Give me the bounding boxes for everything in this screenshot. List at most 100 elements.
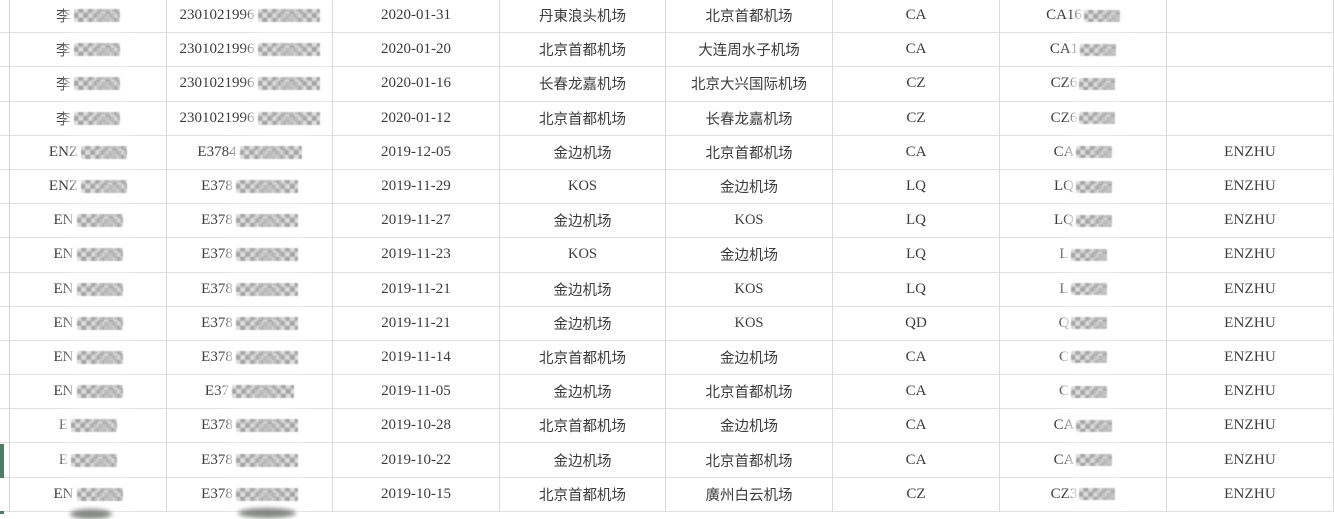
cell-passenger-name[interactable]: E (10, 443, 167, 478)
cell-departure-airport[interactable]: 长春龙嘉机场 (500, 67, 666, 102)
cell-flight-date[interactable]: 2020-01-31 (333, 0, 500, 34)
cell-passenger-name[interactable]: 李 (10, 101, 167, 136)
cell-flight-number[interactable]: LQ (1000, 204, 1167, 239)
cell-arrival-airport[interactable]: 金边机场 (666, 340, 833, 376)
cell-flight-number[interactable]: CA16 (1000, 0, 1167, 34)
cell-passenger-name[interactable]: EN (10, 306, 167, 341)
cell-id-number[interactable]: 2301021996 (167, 33, 333, 68)
cell-departure-airport[interactable]: 北京首都机场 (500, 101, 666, 136)
cell-airline-code[interactable]: QD (833, 306, 1000, 341)
cell-flight-date[interactable]: 2019-11-14 (333, 340, 500, 376)
cell-flight-number[interactable]: CZ6 (1000, 101, 1167, 136)
cell-flight-date[interactable]: 2019-10-22 (333, 443, 500, 478)
cell-remark[interactable]: ENZHU (1167, 375, 1334, 410)
cell-flight-number[interactable]: CZ6 (1000, 67, 1167, 102)
cell-airline-code[interactable]: CZ (833, 477, 1000, 512)
cell-remark[interactable] (1167, 0, 1334, 34)
cell-passenger-name[interactable]: 李 (10, 67, 167, 102)
cell-arrival-airport[interactable]: 北京首都机场 (666, 0, 833, 34)
cell-airline-code[interactable]: CZ (833, 67, 1000, 102)
cell-remark[interactable]: ENZHU (1167, 306, 1334, 341)
cell-airline-code[interactable]: CZ (833, 101, 1000, 136)
cell-remark[interactable]: ENZHU (1167, 477, 1334, 512)
cell-airline-code[interactable]: LQ (833, 204, 1000, 239)
cell-departure-airport[interactable]: 金边机场 (500, 204, 666, 239)
cell-passenger-name[interactable]: EN (10, 375, 167, 410)
cell-id-number[interactable]: 2301021996 (167, 67, 333, 102)
cell-departure-airport[interactable]: KOS (500, 169, 666, 205)
cell-remark[interactable] (1167, 67, 1334, 102)
cell-flight-number[interactable]: Q (1000, 306, 1167, 341)
cell-passenger-name[interactable]: EN (10, 204, 167, 239)
cell-arrival-airport[interactable]: 北京首都机场 (666, 375, 833, 410)
cell-remark[interactable] (1167, 33, 1334, 68)
cell-departure-airport[interactable]: 北京首都机场 (500, 477, 666, 512)
cell-flight-date[interactable]: 2019-11-29 (333, 169, 500, 205)
cell-flight-date[interactable]: 2020-01-16 (333, 67, 500, 102)
cell-departure-airport[interactable]: 金边机场 (500, 272, 666, 307)
cell-passenger-name[interactable]: EN (10, 340, 167, 376)
cell-flight-date[interactable]: 2019-11-27 (333, 204, 500, 239)
cell-flight-date[interactable]: 2019-11-23 (333, 238, 500, 273)
cell-flight-number[interactable]: CZ3 (1000, 477, 1167, 512)
cell-arrival-airport[interactable]: 廣州白云机场 (666, 477, 833, 512)
cell-flight-date[interactable]: 2019-10-28 (333, 409, 500, 444)
cell-id-number[interactable]: E378 (167, 340, 333, 376)
cell-departure-airport[interactable]: 北京首都机场 (500, 409, 666, 444)
cell-arrival-airport[interactable]: KOS (666, 272, 833, 307)
cell-remark[interactable] (1167, 101, 1334, 136)
cell-arrival-airport[interactable]: 金边机场 (666, 409, 833, 444)
cell-departure-airport[interactable]: 金边机场 (500, 443, 666, 478)
cell-flight-number[interactable]: C (1000, 375, 1167, 410)
cell-id-number[interactable]: E378 (167, 169, 333, 205)
cell-departure-airport[interactable]: 金边机场 (500, 375, 666, 410)
cell-passenger-name[interactable]: E (10, 409, 167, 444)
cell-flight-date[interactable]: 2020-01-20 (333, 33, 500, 68)
cell-passenger-name[interactable]: 李 (10, 33, 167, 68)
cell-arrival-airport[interactable]: KOS (666, 204, 833, 239)
cell-remark[interactable]: ENZHU (1167, 169, 1334, 205)
cell-departure-airport[interactable]: 金边机场 (500, 306, 666, 341)
cell-id-number[interactable]: E378 (167, 409, 333, 444)
cell-departure-airport[interactable]: 金边机场 (500, 135, 666, 170)
cell-airline-code[interactable]: CA (833, 0, 1000, 34)
cell-departure-airport[interactable]: KOS (500, 238, 666, 273)
cell-arrival-airport[interactable]: 大连周水子机场 (666, 33, 833, 68)
cell-remark[interactable]: ENZHU (1167, 340, 1334, 376)
cell-airline-code[interactable]: CA (833, 375, 1000, 410)
cell-flight-number[interactable]: CA (1000, 135, 1167, 170)
cell-airline-code[interactable]: LQ (833, 272, 1000, 307)
cell-airline-code[interactable]: CA (833, 443, 1000, 478)
cell-id-number[interactable]: 2301021996 (167, 0, 333, 34)
cell-passenger-name[interactable]: ENZ (10, 169, 167, 205)
cell-flight-date[interactable]: 2019-11-05 (333, 375, 500, 410)
cell-id-number[interactable]: E378 (167, 477, 333, 512)
cell-airline-code[interactable]: LQ (833, 169, 1000, 205)
cell-remark[interactable]: ENZHU (1167, 238, 1334, 273)
cell-arrival-airport[interactable]: 北京首都机场 (666, 443, 833, 478)
cell-passenger-name[interactable]: ENZ (10, 135, 167, 170)
cell-departure-airport[interactable]: 丹東浪头机场 (500, 0, 666, 34)
cell-arrival-airport[interactable]: 长春龙嘉机场 (666, 101, 833, 136)
cell-id-number[interactable]: E378 (167, 272, 333, 307)
cell-id-number[interactable]: E3784 (167, 135, 333, 170)
cell-flight-date[interactable]: 2019-11-21 (333, 306, 500, 341)
cell-passenger-name[interactable]: EN (10, 272, 167, 307)
cell-remark[interactable]: ENZHU (1167, 135, 1334, 170)
cell-remark[interactable]: ENZHU (1167, 409, 1334, 444)
cell-arrival-airport[interactable]: 北京首都机场 (666, 135, 833, 170)
cell-flight-number[interactable]: CA (1000, 443, 1167, 478)
cell-id-number[interactable]: E378 (167, 306, 333, 341)
cell-flight-number[interactable]: CA1 (1000, 33, 1167, 68)
cell-airline-code[interactable]: CA (833, 409, 1000, 444)
cell-passenger-name[interactable]: EN (10, 477, 167, 512)
cell-remark[interactable]: ENZHU (1167, 443, 1334, 478)
cell-arrival-airport[interactable]: KOS (666, 306, 833, 341)
cell-flight-date[interactable]: 2019-10-15 (333, 477, 500, 512)
cell-airline-code[interactable]: LQ (833, 238, 1000, 273)
cell-flight-number[interactable]: L (1000, 238, 1167, 273)
cell-id-number[interactable]: E378 (167, 443, 333, 478)
cell-departure-airport[interactable]: 北京首都机场 (500, 340, 666, 376)
cell-id-number[interactable]: E37 (167, 375, 333, 410)
cell-flight-number[interactable]: C (1000, 340, 1167, 376)
